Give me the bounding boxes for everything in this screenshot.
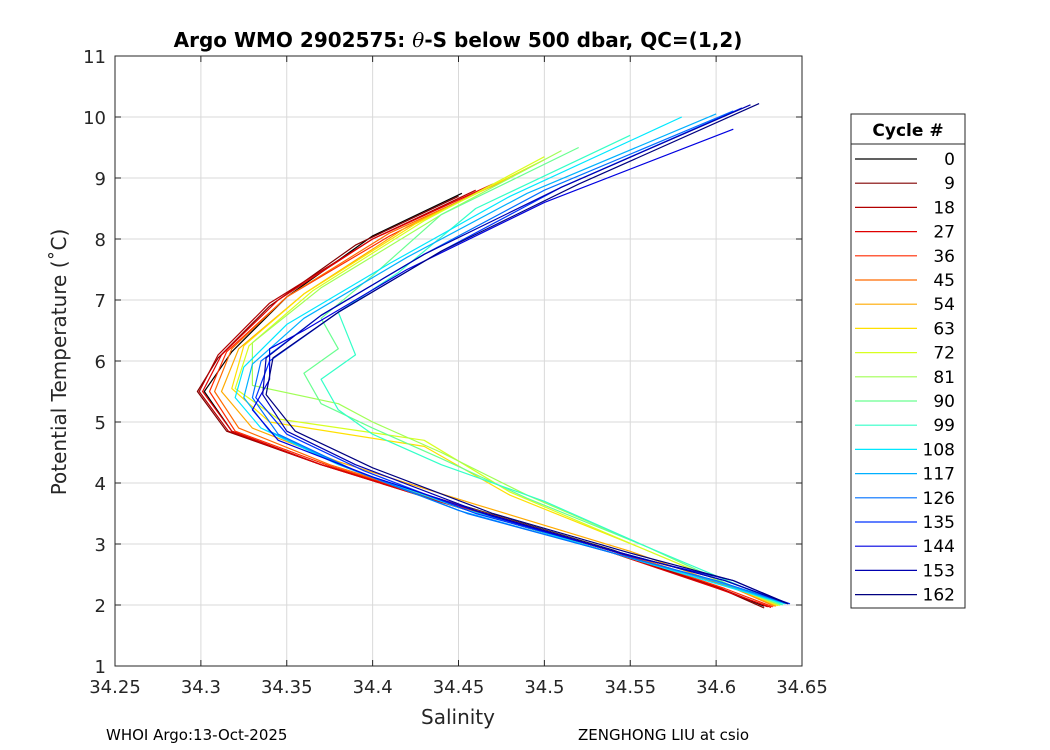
x-tick-label: 34.6	[696, 677, 736, 698]
legend-label-63: 63	[933, 319, 955, 339]
legend-entries: 0 9 18 27 36 45 54 63 72 81 90 99 108 117 126 135 144 153…	[855, 150, 955, 606]
legend-label-99: 99	[933, 416, 955, 436]
series-line-cycle-144	[251, 128, 789, 605]
legend-label-0: 0	[944, 150, 955, 170]
legend-label-153: 153	[923, 561, 955, 581]
series-line-cycle-126	[251, 110, 789, 605]
legend-label-72: 72	[933, 344, 955, 364]
y-tick-label: 10	[83, 108, 106, 129]
legend-label-126: 126	[923, 489, 955, 509]
footer-source: WHOI Argo:13-Oct-2025	[106, 726, 288, 744]
x-tick-label: 34.25	[89, 677, 141, 698]
y-tick-label: 3	[95, 535, 106, 556]
legend-label-135: 135	[923, 513, 955, 533]
legend-label-144: 144	[923, 537, 955, 557]
x-tick-label: 34.65	[776, 677, 828, 698]
legend-label-45: 45	[933, 271, 955, 291]
y-tick-labels: 1 2 3 4 5 6 7 8 9 10 11	[83, 47, 106, 678]
legend-label-162: 162	[923, 586, 955, 606]
x-tick-labels: 34.25 34.3 34.35 34.4 34.45 34.5 34.55 34.6 34.6…	[89, 677, 828, 698]
x-tick-label: 34.4	[353, 677, 393, 698]
y-axis-label: Potential Temperature (˚C)	[47, 229, 71, 496]
series-line-cycle-153	[262, 104, 787, 604]
series-line-cycle-99	[320, 134, 784, 606]
y-tick-label: 2	[95, 596, 106, 617]
footer-author: ZENGHONG LIU at csio	[578, 726, 750, 744]
legend-title: Cycle #	[872, 121, 943, 141]
y-tick-label: 8	[95, 230, 106, 251]
series-line-cycle-162	[265, 103, 789, 605]
legend-label-9: 9	[944, 174, 955, 194]
x-axis-label: Salinity	[421, 705, 495, 729]
legend-label-54: 54	[933, 295, 955, 315]
title-suffix: -S below 500 dbar, QC=(1,2)	[424, 28, 742, 52]
legend-label-18: 18	[933, 198, 955, 218]
y-tick-label: 1	[95, 657, 106, 678]
legend-label-90: 90	[933, 392, 955, 412]
grid-lines	[114, 55, 803, 667]
title-theta-symbol: θ	[412, 28, 424, 52]
x-tick-label: 34.45	[433, 677, 485, 698]
axis-ticks	[114, 55, 803, 667]
legend: Cycle # 0 9 18 27 36 45 54 63 72 81 90 99 108 117 126 1…	[850, 113, 966, 609]
legend-label-81: 81	[933, 368, 955, 388]
legend-label-36: 36	[933, 247, 955, 267]
x-tick-label: 34.3	[181, 677, 221, 698]
x-tick-label: 34.55	[604, 677, 656, 698]
y-tick-label: 9	[95, 169, 106, 190]
y-tick-label: 6	[95, 352, 106, 373]
legend-label-117: 117	[923, 465, 955, 485]
y-tick-label: 5	[95, 413, 106, 434]
y-tick-label: 4	[95, 474, 106, 495]
series-line-cycle-27	[202, 183, 772, 608]
legend-label-27: 27	[933, 223, 955, 243]
x-tick-label: 34.35	[261, 677, 313, 698]
chart-title: Argo WMO 2902575: θ-S below 500 dbar, QC…	[174, 28, 743, 52]
title-prefix: Argo WMO 2902575:	[174, 28, 413, 52]
series-line-cycle-54	[220, 168, 777, 607]
series-layer	[196, 103, 791, 609]
legend-box	[850, 113, 966, 609]
y-tick-label: 11	[83, 47, 106, 68]
series-line-cycle-45	[214, 177, 775, 607]
x-tick-label: 34.5	[524, 677, 564, 698]
legend-label-108: 108	[923, 440, 955, 460]
y-tick-label: 7	[95, 291, 106, 312]
